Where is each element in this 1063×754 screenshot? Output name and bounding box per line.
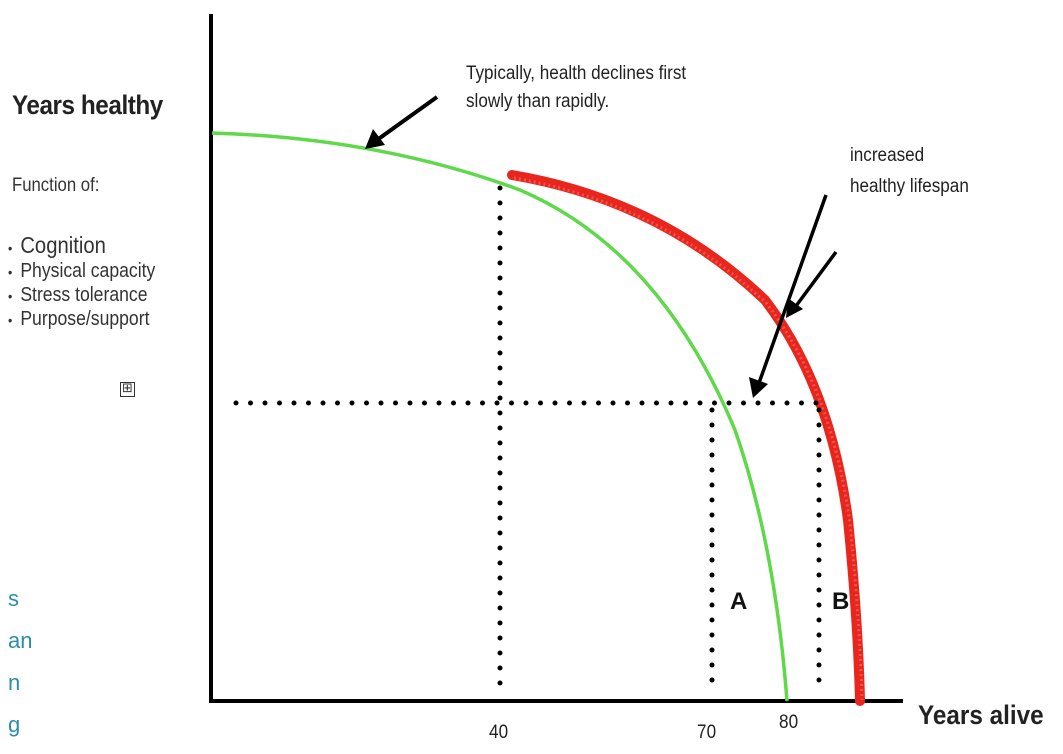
- red-health-curve: [507, 170, 865, 706]
- green-health-curve: [211, 131, 789, 702]
- point-b-label: B: [832, 588, 850, 615]
- annotation-right: increased healthy lifespan: [850, 145, 969, 197]
- factor-list: • Cognition • Physical capacity • Stress to…: [8, 232, 155, 331]
- y-axis-label: Years healthy: [12, 90, 163, 120]
- arrow-right-short: [794, 250, 838, 308]
- expand-icon[interactable]: ⊞: [120, 382, 135, 397]
- arrow-right-short-head: [786, 298, 803, 318]
- list-item: • Stress tolerance: [8, 284, 148, 306]
- x-tick-40: 40: [489, 722, 509, 743]
- x-tick-70: 70: [697, 722, 717, 743]
- list-item: • Purpose/support: [8, 308, 150, 330]
- annotation-top: Typically, health declines first slowly …: [466, 63, 687, 112]
- list-item: • Physical capacity: [8, 260, 156, 282]
- arrow-top-head: [365, 129, 385, 149]
- cut-off-text-1: s: [8, 586, 19, 611]
- arrow-right-long-head: [749, 377, 768, 398]
- function-of-label: Function of:: [12, 175, 100, 196]
- cut-off-text-2: an: [8, 628, 33, 653]
- x-axis-label: Years alive: [918, 700, 1044, 730]
- cut-off-text-4: g: [8, 712, 21, 737]
- list-item: • Cognition: [8, 232, 106, 258]
- arrow-right-long: [757, 194, 828, 384]
- cut-off-text-3: n: [8, 670, 21, 695]
- red-health-curve-texture: [513, 176, 864, 701]
- point-a-label: A: [730, 588, 748, 615]
- arrow-top: [375, 95, 439, 142]
- x-tick-80: 80: [779, 712, 799, 733]
